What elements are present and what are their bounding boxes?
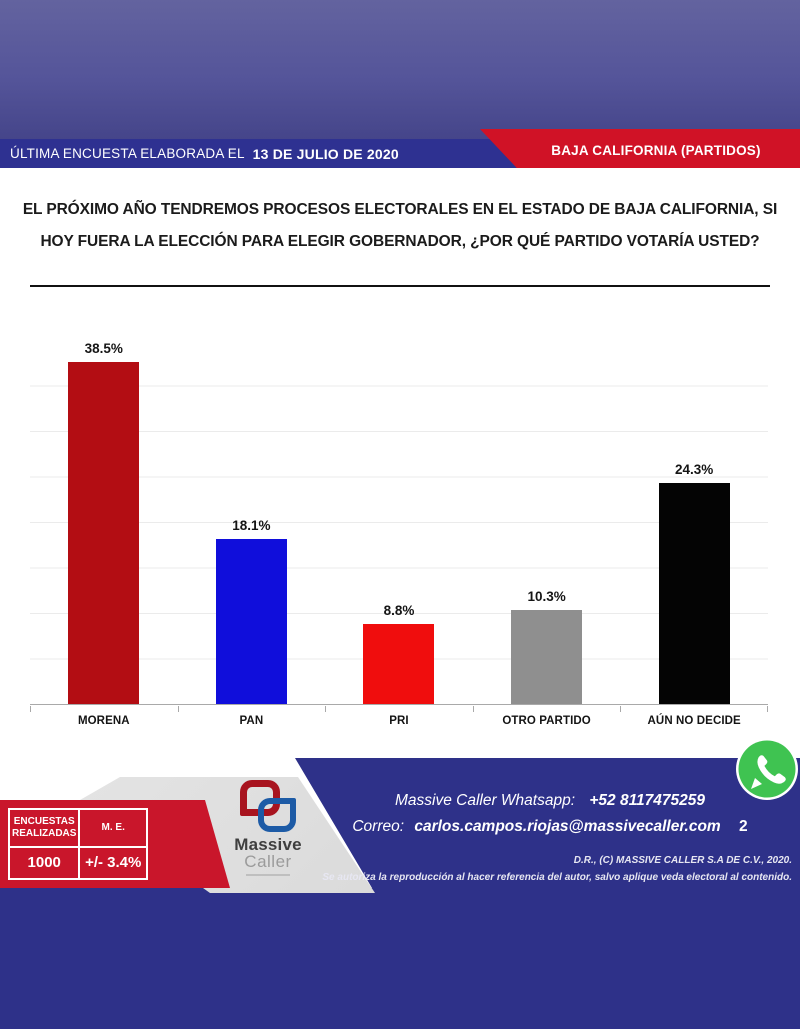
- bar-value-label: 38.5%: [84, 341, 123, 356]
- question-divider: [30, 285, 770, 287]
- category-label: PRI: [325, 706, 473, 727]
- bar: [215, 539, 287, 704]
- massive-caller-logo: Massive Caller: [224, 780, 312, 890]
- category-label: MORENA: [30, 706, 178, 727]
- axis-tick: [472, 706, 474, 712]
- email-line: Correo: carlos.campos.riojas@massivecall…: [340, 814, 760, 840]
- axis-tick: [325, 706, 327, 712]
- bar-value-label: 8.8%: [383, 602, 415, 618]
- bar-column: 24.3%: [620, 341, 768, 704]
- email-address[interactable]: carlos.campos.riojas@massivecaller.com: [414, 818, 721, 835]
- logo-tagline: [246, 874, 290, 876]
- bar-column: 18.1%: [178, 341, 326, 704]
- banner-left-prefix: ÚLTIMA ENCUESTA ELABORADA EL: [10, 146, 245, 161]
- top-gradient-band: [0, 0, 800, 139]
- header-banner: ÚLTIMA ENCUESTA ELABORADA EL 13 DE JULIO…: [0, 129, 800, 168]
- stats-col2-header: M. E.: [78, 808, 148, 848]
- legal-block: D.R., (C) MASSIVE CALLER S.A DE C.V., 20…: [232, 852, 792, 886]
- logo-text-massive: Massive: [234, 835, 302, 854]
- logo-speech-bubbles-icon: [240, 780, 296, 832]
- whatsapp-number[interactable]: +52 8117475259: [589, 792, 705, 809]
- stats-col1-header: ENCUESTAS REALIZADAS: [7, 808, 81, 848]
- banner-date: 13 DE JULIO DE 2020: [252, 145, 399, 162]
- poll-question: EL PRÓXIMO AÑO TENDREMOS PROCESOS ELECTO…: [22, 201, 778, 250]
- axis-tick: [620, 706, 622, 712]
- bar-value-label: 24.3%: [675, 461, 714, 477]
- category-row: MORENA PAN PRI OTRO PARTIDO AÚN NO DECIDE: [30, 706, 768, 727]
- category-label: AÚN NO DECIDE: [620, 706, 768, 727]
- bar-value-label: 18.1%: [232, 518, 271, 534]
- category-label: OTRO PARTIDO: [472, 706, 621, 727]
- whatsapp-icon[interactable]: [735, 737, 799, 801]
- bar-value-label: 10.3%: [527, 589, 566, 605]
- category-label: PAN: [177, 706, 326, 727]
- axis-tick: [30, 706, 31, 712]
- logo-bubble-blue: [258, 798, 296, 832]
- whatsapp-line: Massive Caller Whatsapp: +52 8117475259: [340, 788, 760, 814]
- banner-region-label: BAJA CALIFORNIA (PARTIDOS): [551, 143, 761, 158]
- logo-text-caller: Caller: [244, 852, 292, 871]
- bar: [68, 362, 140, 704]
- stats-block: ENCUESTAS REALIZADAS M. E. 1000 +/- 3.4%: [0, 800, 230, 888]
- stats-sample-size: 1000: [7, 845, 81, 881]
- page-number: 2: [739, 818, 748, 835]
- whatsapp-label: Massive Caller Whatsapp:: [394, 792, 576, 809]
- banner-right: BAJA CALIFORNIA (PARTIDOS): [480, 129, 800, 168]
- bar: [658, 482, 730, 704]
- copyright-line: D.R., (C) MASSIVE CALLER S.A DE C.V., 20…: [573, 855, 792, 866]
- plot-area: 38.5% 18.1% 8.8% 10.3% 24.3%: [30, 341, 768, 705]
- stats-margin-error: +/- 3.4%: [78, 845, 148, 881]
- bar-column: 8.8%: [325, 341, 473, 704]
- contact-block: Massive Caller Whatsapp: +52 8117475259 …: [340, 788, 760, 840]
- axis-tick: [767, 706, 768, 712]
- footer: ENCUESTAS REALIZADAS M. E. 1000 +/- 3.4%…: [0, 737, 800, 1029]
- stats-table: ENCUESTAS REALIZADAS M. E. 1000 +/- 3.4%: [7, 808, 148, 881]
- axis-tick: [177, 706, 179, 712]
- bar: [363, 623, 435, 704]
- bar-column: 10.3%: [473, 341, 621, 704]
- bar-column: 38.5%: [30, 341, 178, 704]
- bar: [511, 610, 583, 704]
- disclaimer-line: Se autoriza la reproducción al hacer ref…: [322, 872, 792, 883]
- email-label: Correo:: [352, 818, 405, 835]
